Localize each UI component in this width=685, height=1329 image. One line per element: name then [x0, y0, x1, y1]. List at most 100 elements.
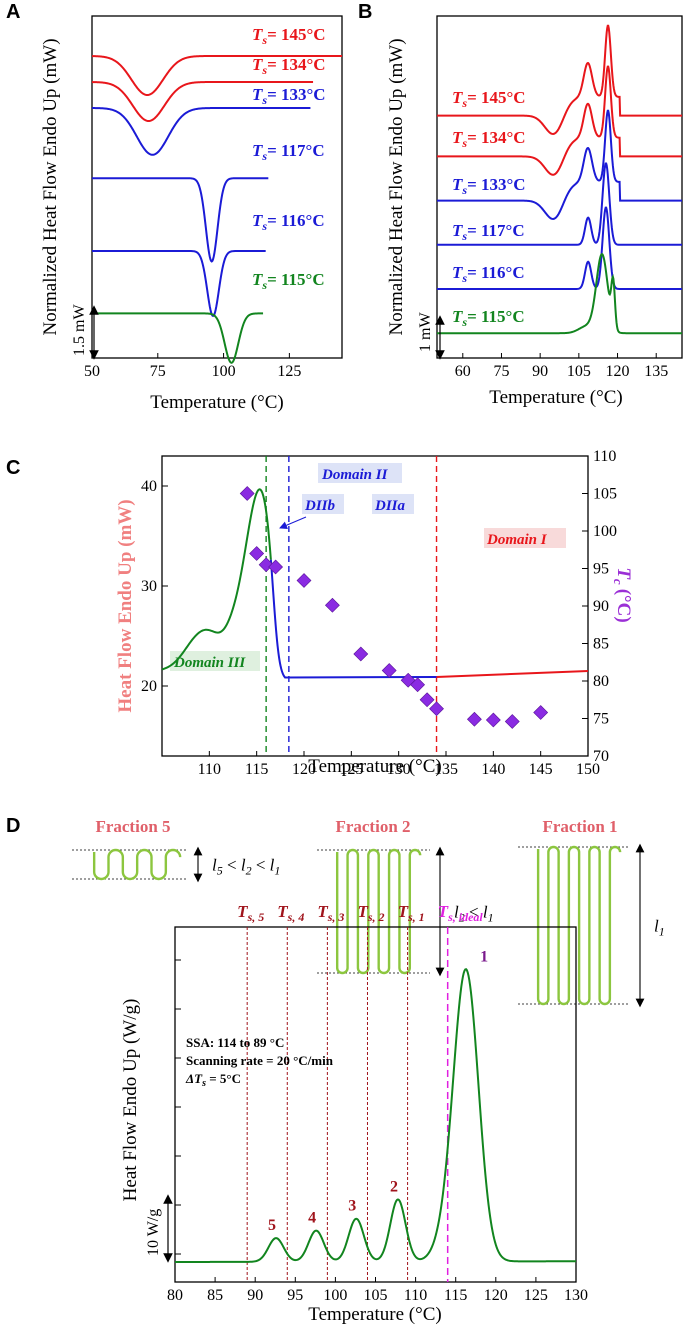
panel-d: Ts, 5 Ts, 4 Ts, 3 Ts, 2 Ts, 1 Ts, ideal 5 4 3 2 1…: [120, 902, 588, 1325]
panel-a-scalebar-label: 1.5 mW: [71, 304, 88, 356]
panel-b-series: [437, 24, 682, 335]
panel-b-curve-116°C: [437, 206, 682, 290]
panel-a-curve-134°C: [91, 81, 314, 123]
panel-a-series-label-117°C: Ts= 117°C: [252, 141, 325, 163]
panel-d-fractions: Fraction 5 l5 < l2 < l1 Fraction 2 l2 < l1 F…: [72, 817, 665, 1008]
panel-a-x-label-50: 50: [84, 363, 100, 380]
panel-d-curve-line: [175, 968, 576, 1263]
panel-label-b: B: [358, 1, 372, 23]
panel-b-series-label-117°C: Ts= 117°C: [452, 221, 525, 243]
panel-b-x-label-90: 90: [532, 363, 548, 380]
panel-c-ylabel-left: Heat Flow Endo Up (mW): [115, 499, 136, 712]
panel-label-d: D: [6, 815, 20, 837]
panel-c-curve-blue: [269, 559, 437, 679]
panel-c-x-label-145: 145: [529, 761, 553, 778]
peak-label-2: 2: [390, 1178, 398, 1195]
peak-label-4: 4: [308, 1210, 316, 1227]
panel-a: Ts= 145°C Ts= 134°C Ts= 133°C Ts= 117°C Ts= …: [40, 15, 343, 413]
panel-d-x-label-120: 120: [484, 1287, 508, 1304]
scanning-rate-text: Scanning rate = 20 °C/min: [186, 1053, 334, 1068]
delta-ts-prefix: ΔT: [185, 1071, 203, 1086]
panel-b-curve-145°C: [437, 24, 682, 135]
panel-d-scalebar-label: 10 W/g: [145, 1209, 162, 1256]
panel-d-x-label-125: 125: [524, 1287, 548, 1304]
panel-c-x-label-130: 130: [387, 761, 411, 778]
panel-c: Domain III Domain II DIIb DIIa Domain I …: [115, 448, 634, 778]
peak-label-1: 1: [480, 948, 488, 965]
panel-d-x-label-130: 130: [564, 1287, 588, 1304]
domain-ii-label: Domain II: [321, 467, 389, 483]
panel-a-curve-117°C: [92, 177, 269, 263]
domain-iii-label: Domain III: [173, 655, 246, 671]
panel-b-x-label-135: 135: [644, 363, 668, 380]
diib-label: DIIb: [304, 498, 336, 514]
panel-b-series-label-116°C: Ts= 116°C: [452, 263, 525, 285]
panel-c-yticks-left: 20 30 40: [141, 478, 168, 695]
fraction-3-lamella: [536, 845, 622, 1006]
panel-a-xticks: 50 75 100 125: [84, 353, 301, 380]
panel-d-curve: [175, 968, 576, 1263]
peak-label-5: 5: [268, 1217, 276, 1234]
panel-c-xlabel: Temperature (°C): [308, 756, 441, 777]
panel-label-c: C: [6, 457, 20, 479]
panel-a-x-label-100: 100: [212, 363, 236, 380]
ssa-text: SSA: 114 to 89 °C: [186, 1035, 284, 1050]
diib-arrow: [279, 516, 307, 529]
delta-ts-sub: s: [201, 1078, 206, 1089]
tc-point-129: [381, 663, 397, 678]
panel-d-frame: [174, 926, 577, 1283]
panel-c-yl-label-30: 30: [141, 578, 157, 595]
panel-b-series-label-134°C: Ts= 134°C: [452, 128, 526, 150]
panel-c-curve: [161, 488, 589, 679]
panel-a-series-label-116°C: Ts= 116°C: [252, 211, 325, 233]
panel-d-scalebar: 10 W/g: [145, 1194, 173, 1263]
fraction-title-1: Fraction 5: [95, 817, 170, 836]
fraction-3-relation: l1: [654, 917, 665, 939]
panel-c-curve-red: [436, 670, 589, 678]
panel-a-series-label-115°C: Ts= 115°C: [252, 270, 325, 292]
panel-d-x-label-95: 95: [287, 1287, 303, 1304]
panel-c-yl-label-20: 20: [141, 678, 157, 695]
panel-c-yr-label-100: 100: [593, 523, 617, 540]
panel-c-yr-label-110: 110: [593, 448, 616, 465]
panel-a-x-label-75: 75: [150, 363, 166, 380]
tc-point-132: [410, 677, 426, 693]
panel-d-x-label-105: 105: [364, 1287, 388, 1304]
panel-d-ylabel: Heat Flow Endo Up (W/g): [120, 999, 141, 1202]
tc-point-133: [419, 692, 435, 708]
panel-a-xlabel: Temperature (°C): [150, 392, 283, 413]
panel-c-ylabel-right: Tc (°C): [611, 567, 634, 622]
tc-point-138: [466, 711, 482, 727]
panel-a-curve-115°C: [92, 312, 264, 364]
ts-label-s-ideal: Ts, ideal: [438, 902, 484, 924]
ts-label-s-4: Ts, 4: [277, 902, 304, 924]
panel-c-x-label-110: 110: [198, 761, 221, 778]
panel-a-scalebar: 1.5 mW: [71, 304, 99, 360]
diib-bg: [302, 494, 344, 514]
panel-b-x-label-105: 105: [567, 363, 591, 380]
panel-a-series-label-145°C: Ts= 145°C: [252, 25, 326, 47]
panel-c-yr-label-70: 70: [593, 748, 609, 765]
panel-c-yr-label-85: 85: [593, 636, 609, 653]
domain-i-label: Domain I: [486, 532, 548, 548]
tc-point-140: [485, 712, 501, 728]
panel-b-xticks: 60 75 90 105 120 135: [455, 353, 668, 380]
tc-rest: (°C): [613, 589, 634, 623]
panel-d-x-label-85: 85: [207, 1287, 223, 1304]
panel-c-domain-boxes: [170, 463, 566, 671]
fraction-1-relation: l5 < l2 < l1: [212, 856, 280, 878]
panel-c-curve-green: [161, 488, 272, 671]
delta-ts-text: ΔTs = 5°C: [185, 1071, 241, 1089]
panel-b-curve-133°C: [437, 109, 682, 220]
panel-b-x-label-60: 60: [455, 363, 471, 380]
panel-d-xticks: 80 85 90 95 100 105 110 115 120 125 130: [167, 959, 588, 1304]
panel-d-annotation: SSA: 114 to 89 °C Scanning rate = 20 °C/…: [185, 1035, 334, 1089]
panel-b-x-label-120: 120: [606, 363, 630, 380]
panel-d-x-label-115: 115: [444, 1287, 467, 1304]
tc-point-145: [533, 705, 549, 720]
panel-b-series-label-145°C: Ts= 145°C: [452, 88, 526, 110]
diia-bg: [372, 494, 414, 514]
fraction-title-3: Fraction 1: [542, 817, 617, 836]
delta-ts-rest: = 5°C: [206, 1071, 241, 1086]
